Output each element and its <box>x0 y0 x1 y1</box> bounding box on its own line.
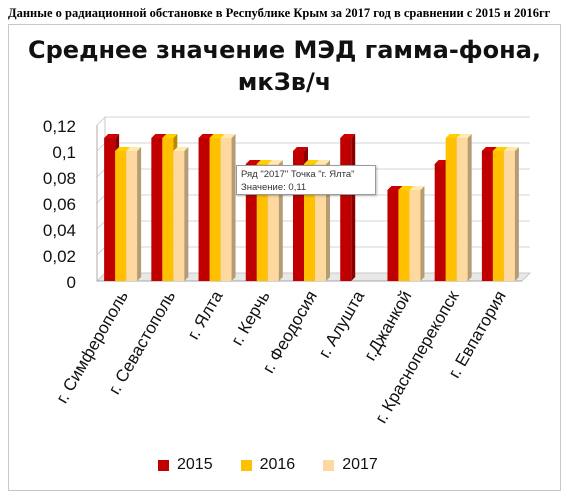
legend-item-2016: 2016 <box>240 456 296 474</box>
x-tick-label: г. Красноперекопск <box>371 287 462 426</box>
gridline-diag <box>96 168 106 178</box>
legend-label-2017: 2017 <box>342 456 378 473</box>
legend-item-2017: 2017 <box>323 456 378 474</box>
page-caption: Данные о радиационной обстановке в Респу… <box>8 6 551 20</box>
y-tick-label: 0,02 <box>43 247 76 266</box>
x-tick-label: г. Алушта <box>315 287 369 361</box>
x-tick-label: г.Джанкой <box>360 288 415 364</box>
chart-frame <box>8 24 561 491</box>
gridline-diag <box>96 142 106 152</box>
y-tick-label: 0,08 <box>43 169 76 188</box>
chart-title-line2: мкЗв/ч <box>237 68 332 96</box>
bar-2017-1 <box>173 147 189 281</box>
tooltip-series-line: Ряд "2017" Точка "г. Ялта" <box>241 169 355 180</box>
gridline-diag <box>96 246 106 256</box>
y-tick-label: 0 <box>67 273 76 292</box>
bar-2017-7 <box>456 134 472 281</box>
data-tooltip: Ряд "2017" Точка "г. Ялта" Значение: 0,1… <box>236 165 376 195</box>
tooltip-value-line: Значение: 0,11 <box>241 182 307 193</box>
bar-2017-2 <box>220 134 236 281</box>
legend-swatch-2015 <box>158 459 169 471</box>
gridline-diag <box>96 116 106 126</box>
legend-label-2015: 2015 <box>177 456 213 473</box>
legend-swatch-2016 <box>240 459 252 471</box>
bar-2017-0 <box>126 147 142 281</box>
legend-label-2016: 2016 <box>259 456 296 473</box>
legend-swatch-2017 <box>323 459 335 471</box>
y-tick-label: 0,12 <box>43 117 76 136</box>
bar-2017-8 <box>503 147 519 281</box>
y-tick-label: 0,1 <box>52 143 76 162</box>
gridline-diag <box>96 220 106 230</box>
gridline-diag <box>96 194 106 204</box>
chart-title-line1: Среднее значение МЭД гамма-фона, <box>28 36 541 64</box>
y-tick-label: 0,04 <box>43 221 76 240</box>
legend-item-2015: 2015 <box>158 456 213 474</box>
gridline-diag <box>96 272 106 282</box>
bar-2015-5 <box>340 134 356 281</box>
bar-2017-6 <box>409 186 425 281</box>
x-tick-label: г. Ялта <box>184 287 227 343</box>
x-tick-label: г. Керчь <box>227 287 273 348</box>
chart-legend: 2015 2016 2017 <box>158 456 378 474</box>
y-tick-label: 0,06 <box>43 195 76 214</box>
